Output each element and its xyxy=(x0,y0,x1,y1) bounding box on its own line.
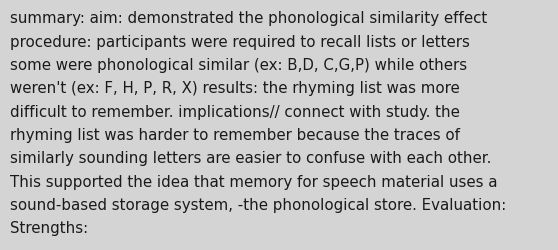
Text: Strengths:: Strengths: xyxy=(10,220,88,236)
Text: weren't (ex: F, H, P, R, X) results: the rhyming list was more: weren't (ex: F, H, P, R, X) results: the… xyxy=(10,81,460,96)
Text: summary: aim: demonstrated the phonological similarity effect: summary: aim: demonstrated the phonologi… xyxy=(10,11,487,26)
Text: rhyming list was harder to remember because the traces of: rhyming list was harder to remember beca… xyxy=(10,128,460,142)
Text: procedure: participants were required to recall lists or letters: procedure: participants were required to… xyxy=(10,34,470,50)
Text: sound-based storage system, -the phonological store. Evaluation:: sound-based storage system, -the phonolo… xyxy=(10,197,506,212)
Text: difficult to remember. implications// connect with study. the: difficult to remember. implications// co… xyxy=(10,104,460,119)
Text: some were phonological similar (ex: B,D, C,G,P) while others: some were phonological similar (ex: B,D,… xyxy=(10,58,467,73)
Text: similarly sounding letters are easier to confuse with each other.: similarly sounding letters are easier to… xyxy=(10,151,492,166)
Text: This supported the idea that memory for speech material uses a: This supported the idea that memory for … xyxy=(10,174,498,189)
